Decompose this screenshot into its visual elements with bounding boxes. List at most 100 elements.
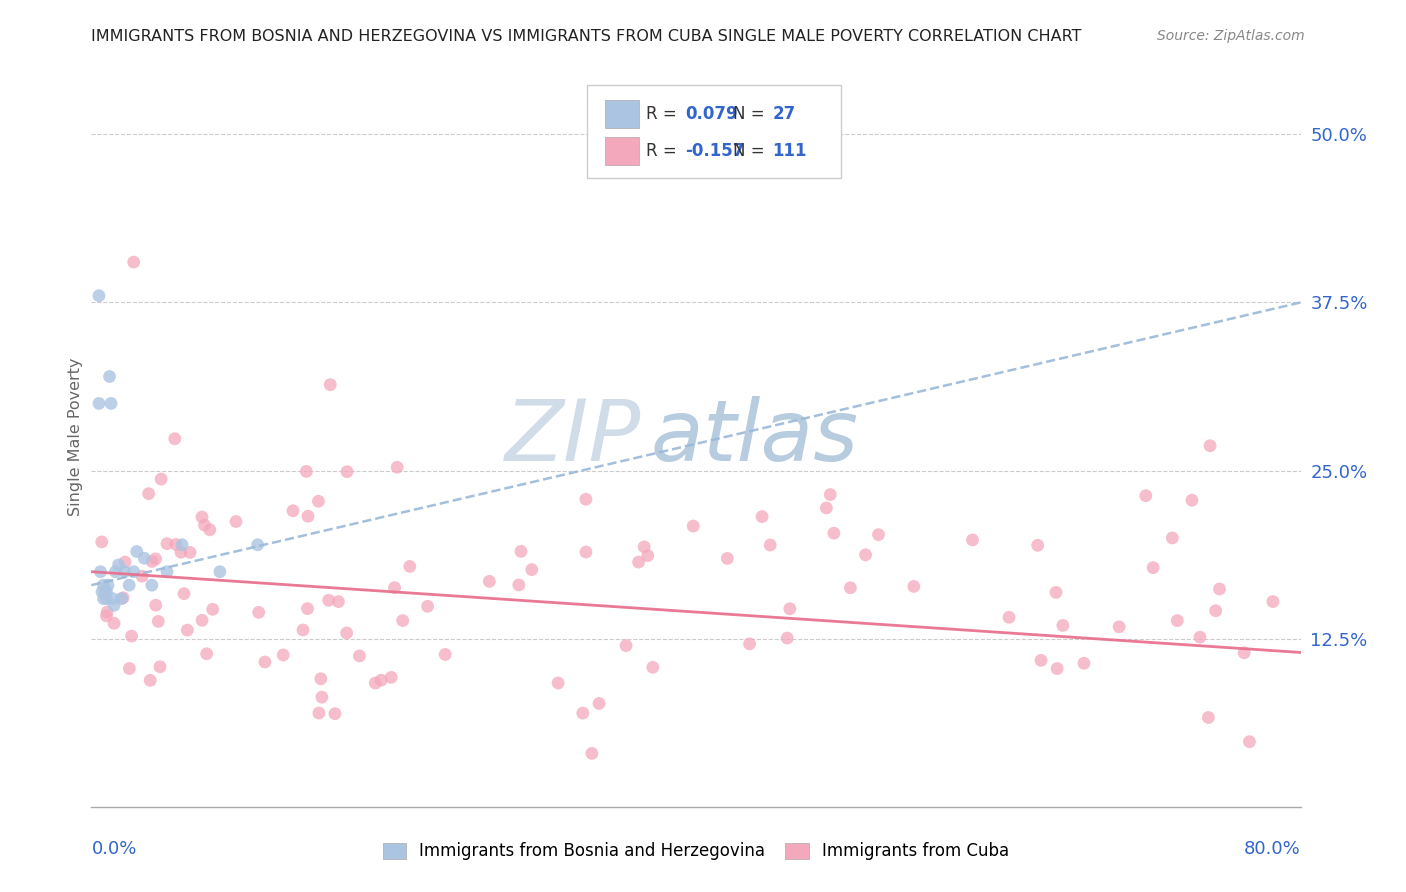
Point (820, 487, 842, 501)
Point (478, 574, 501, 589)
Point (311, 690, 333, 705)
Point (1239, 734, 1261, 748)
Point (111, 591, 132, 606)
Point (903, 579, 925, 593)
Text: 0.079: 0.079 (685, 105, 738, 123)
Point (253, 655, 276, 669)
Point (122, 565, 145, 579)
Point (118, 661, 141, 675)
Point (385, 460, 408, 475)
Point (100, 396, 122, 410)
FancyBboxPatch shape (605, 100, 640, 128)
Text: N =: N = (734, 143, 770, 161)
Point (779, 602, 801, 616)
Point (319, 377, 342, 392)
Point (91, 585, 114, 599)
Point (641, 660, 664, 674)
Point (149, 660, 172, 674)
Point (156, 565, 179, 579)
Point (138, 486, 160, 500)
Point (134, 551, 156, 566)
Point (198, 523, 221, 537)
Point (121, 629, 143, 643)
Point (163, 432, 186, 446)
Point (87, 289, 110, 303)
Point (380, 670, 402, 684)
Legend: Immigrants from Bosnia and Herzegovina, Immigrants from Cuba: Immigrants from Bosnia and Herzegovina, … (375, 836, 1017, 867)
Point (1188, 630, 1211, 644)
Point (89, 565, 111, 579)
Point (172, 538, 194, 552)
Text: 27: 27 (772, 105, 796, 123)
Point (179, 545, 201, 559)
Point (868, 527, 890, 541)
Point (309, 672, 332, 686)
Point (370, 673, 392, 688)
Text: IMMIGRANTS FROM BOSNIA AND HERZEGOVINA VS IMMIGRANTS FROM CUBA SINGLE MALE POVER: IMMIGRANTS FROM BOSNIA AND HERZEGOVINA V… (91, 29, 1081, 44)
Point (195, 647, 218, 661)
Point (93, 591, 115, 606)
Point (139, 673, 162, 688)
Point (510, 544, 533, 558)
Point (176, 623, 198, 637)
Point (281, 504, 304, 518)
Point (575, 492, 598, 507)
Text: R =: R = (647, 105, 682, 123)
Point (328, 594, 350, 608)
Point (384, 581, 406, 595)
Point (114, 565, 136, 579)
Point (1026, 538, 1049, 552)
Point (94, 585, 117, 599)
Point (1046, 662, 1069, 676)
Text: -0.157: -0.157 (685, 143, 744, 161)
Point (225, 515, 247, 529)
Point (193, 518, 215, 533)
Point (823, 526, 845, 541)
Point (962, 533, 984, 547)
Point (416, 599, 439, 614)
Point (1135, 489, 1157, 503)
Point (318, 593, 340, 607)
Point (208, 565, 231, 579)
Point (125, 544, 148, 558)
Point (173, 587, 195, 601)
Point (1073, 657, 1095, 671)
Point (141, 578, 163, 592)
Point (614, 639, 637, 653)
Text: atlas: atlas (650, 395, 858, 479)
Point (122, 255, 145, 269)
Point (1045, 585, 1067, 599)
Point (1208, 582, 1230, 596)
Point (90, 534, 112, 549)
Point (96, 605, 118, 619)
Point (627, 555, 650, 569)
Point (87, 396, 110, 410)
Point (101, 591, 124, 606)
Point (391, 614, 413, 628)
Point (1166, 614, 1188, 628)
Point (1108, 620, 1130, 634)
Point (716, 551, 738, 566)
Point (575, 545, 598, 559)
Point (434, 648, 457, 662)
Point (247, 606, 270, 620)
Point (246, 538, 269, 552)
Point (114, 555, 136, 569)
Point (738, 637, 761, 651)
Text: Source: ZipAtlas.com: Source: ZipAtlas.com (1157, 29, 1305, 43)
Point (98, 369, 121, 384)
Point (682, 519, 704, 533)
Point (571, 706, 593, 720)
FancyBboxPatch shape (605, 137, 640, 165)
Point (191, 613, 214, 627)
Point (349, 648, 371, 663)
Text: 111: 111 (772, 143, 807, 161)
Point (336, 465, 359, 479)
Point (588, 697, 610, 711)
Point (1161, 531, 1184, 545)
Point (1205, 604, 1227, 618)
Point (751, 509, 773, 524)
Point (96, 608, 118, 623)
Point (93, 578, 115, 592)
Point (637, 549, 659, 563)
